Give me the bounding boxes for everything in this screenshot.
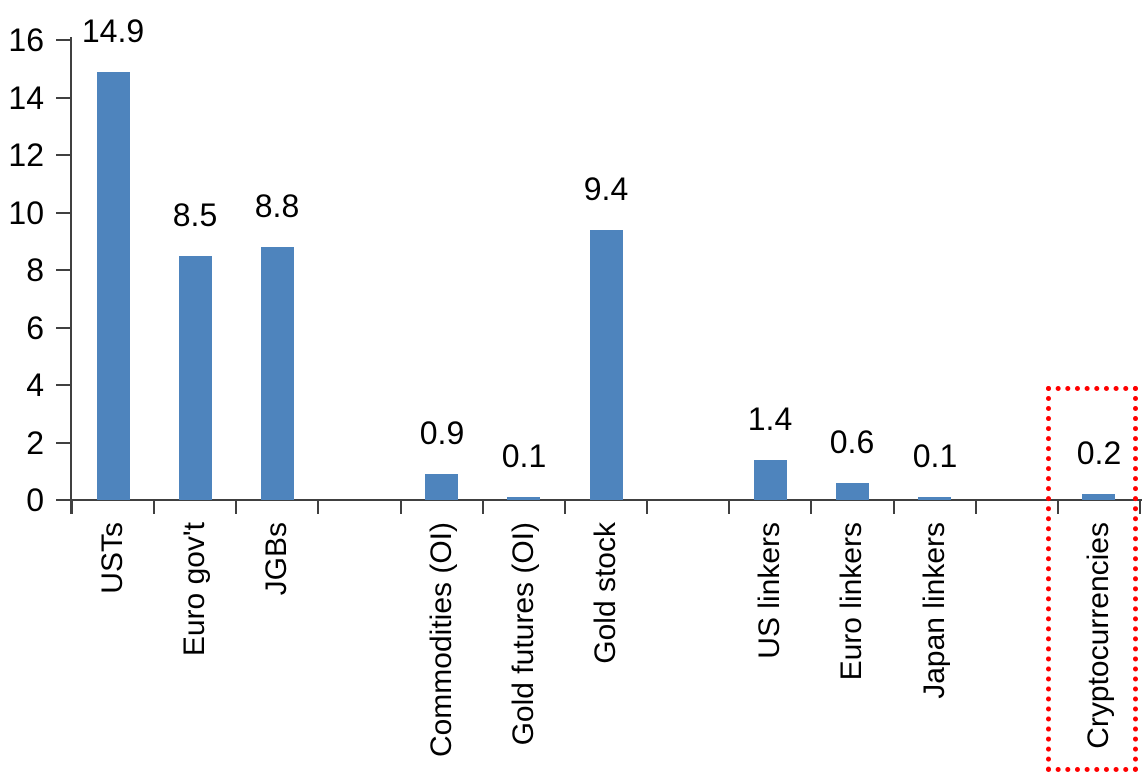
y-axis-tick-label: 0: [26, 482, 44, 518]
x-axis-tick: [481, 500, 484, 514]
bar-value-label: 0.9: [419, 415, 465, 451]
y-axis-line: [70, 37, 72, 514]
x-axis-tick: [235, 500, 238, 514]
x-axis-tick: [810, 500, 813, 514]
x-axis-tick: [399, 500, 402, 514]
bar-value-label: 1.4: [747, 401, 793, 437]
category-label: Japan linkers: [918, 522, 951, 699]
bar-value-label: 8.5: [172, 197, 218, 233]
bar-value-label: 9.4: [583, 171, 629, 207]
bar: [836, 483, 869, 500]
category-label: Commodities (OI): [425, 522, 458, 758]
bar-value-label: 0.1: [912, 438, 958, 474]
category-label: US linkers: [753, 522, 786, 659]
bar: [507, 497, 540, 500]
x-axis-tick: [317, 500, 320, 514]
y-axis-tick-label: 14: [8, 79, 44, 116]
y-axis-tick-label: 10: [8, 194, 44, 231]
y-axis-tick: [56, 326, 71, 329]
y-axis-tick: [56, 384, 71, 386]
x-axis-tick: [646, 500, 649, 514]
y-axis-tick: [56, 441, 71, 444]
bar: [918, 497, 951, 500]
y-axis-tick: [56, 211, 71, 214]
y-axis-tick: [56, 269, 71, 271]
bar-value-label: 0.1: [501, 438, 547, 474]
y-axis-tick-label: 6: [26, 309, 44, 346]
bar-value-label: 0.6: [829, 424, 875, 460]
bar-value-label: 8.8: [254, 188, 300, 224]
x-axis-tick: [563, 500, 566, 514]
bar: [425, 474, 458, 500]
y-axis-tick-label: 16: [8, 22, 44, 58]
bar: [97, 72, 130, 500]
y-axis-tick-label: 2: [26, 424, 44, 461]
x-axis-tick: [974, 500, 977, 514]
x-axis-tick: [892, 500, 895, 514]
bar: [179, 256, 212, 500]
y-axis-tick-label: 8: [26, 252, 44, 288]
category-label: JGBs: [260, 522, 293, 596]
x-axis-tick: [71, 500, 73, 514]
y-axis-tick: [56, 154, 71, 156]
category-label: Euro gov't: [178, 522, 211, 657]
bar: [261, 247, 294, 500]
bar: [1082, 494, 1115, 500]
category-label: Gold stock: [589, 522, 622, 664]
bar-value-label: 0.2: [1076, 435, 1122, 471]
x-axis-tick: [728, 500, 731, 514]
y-axis-tick: [56, 39, 71, 41]
highlight-box: [1046, 386, 1138, 772]
y-axis-tick-label: 4: [26, 367, 44, 403]
x-axis-tick: [153, 500, 156, 514]
x-axis-tick: [1056, 500, 1059, 514]
bar: [754, 460, 787, 500]
category-label: Euro linkers: [835, 522, 868, 681]
y-axis-tick-label: 12: [8, 137, 44, 173]
bar-value-label: 14.9: [81, 13, 145, 49]
category-label: USTs: [96, 522, 129, 594]
x-axis-tick: [1139, 500, 1141, 514]
bar: [590, 230, 623, 500]
y-axis-tick: [56, 499, 71, 501]
y-axis-tick: [56, 96, 71, 99]
category-label: Gold futures (OI): [507, 522, 540, 746]
x-axis-line: [70, 499, 1142, 501]
